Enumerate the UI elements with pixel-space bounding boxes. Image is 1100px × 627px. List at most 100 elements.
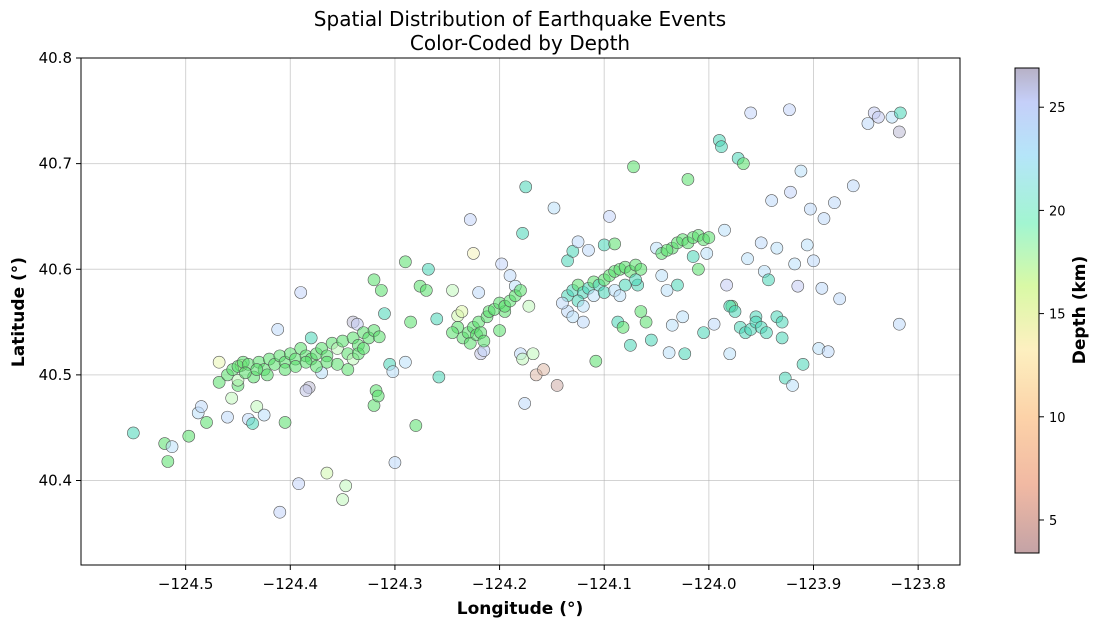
x-tick-label: −124.2 [472, 575, 528, 593]
data-point [718, 223, 731, 237]
data-point [320, 355, 334, 369]
chart-title-line1: Spatial Distribution of Earthquake Event… [314, 7, 726, 31]
data-point [294, 286, 308, 299]
data-point [278, 416, 292, 429]
data-point [603, 210, 616, 223]
data-point [495, 257, 508, 271]
data-point [796, 358, 810, 371]
grid-lines [81, 57, 960, 565]
data-point [514, 284, 527, 297]
data-point [697, 326, 710, 339]
data-point [299, 384, 313, 398]
data-point [700, 247, 714, 260]
data-point [762, 273, 775, 287]
data-point [741, 252, 754, 265]
data-point [246, 417, 259, 430]
data-point [893, 317, 906, 331]
data-point [678, 347, 692, 361]
data-point [597, 286, 611, 299]
data-point [225, 391, 238, 405]
data-point [212, 355, 226, 369]
data-point [556, 296, 569, 310]
data-point [409, 419, 423, 432]
data-point [331, 358, 344, 371]
data-point [467, 247, 480, 260]
x-tick-label: −123.9 [786, 575, 842, 593]
data-point [582, 243, 595, 257]
data-point [516, 352, 529, 366]
data-point [616, 321, 630, 334]
y-tick-label: 40.6 [39, 260, 72, 278]
colorbar-tick-label: 5 [1049, 514, 1057, 529]
data-point [587, 289, 601, 302]
data-point [550, 379, 564, 392]
data-point [195, 400, 208, 413]
data-point [537, 363, 550, 376]
data-point [273, 505, 287, 519]
data-point [702, 231, 716, 244]
colorbar-tick-label: 25 [1049, 101, 1066, 116]
data-point [463, 336, 477, 350]
data-point [127, 426, 140, 440]
data-point [618, 278, 632, 292]
data-point [784, 185, 797, 199]
data-point [571, 235, 585, 249]
data-point [815, 281, 829, 295]
data-point [629, 273, 642, 287]
data-point [260, 368, 274, 382]
data-point [576, 315, 590, 329]
data-point [775, 315, 789, 329]
data-point [371, 389, 385, 403]
data-point [655, 269, 669, 282]
data-point [339, 479, 353, 493]
data-point [399, 355, 412, 369]
data-point [788, 257, 801, 271]
data-point [477, 334, 491, 348]
data-point [518, 397, 531, 410]
data-point [357, 342, 370, 355]
y-tick-label: 40.4 [39, 472, 72, 490]
data-point [786, 379, 799, 392]
colorbar [1014, 67, 1040, 554]
data-point [430, 312, 444, 326]
data-point [341, 363, 355, 376]
data-point [463, 213, 477, 226]
data-point [446, 326, 459, 339]
data-point [455, 305, 469, 318]
data-point [817, 212, 831, 225]
data-point [432, 370, 446, 384]
data-point [367, 273, 381, 287]
data-point [165, 440, 179, 454]
data-point [828, 196, 841, 210]
data-point [399, 255, 412, 269]
colorbar-ticks: 5 10 15 20 25 [1039, 101, 1066, 529]
data-point [681, 173, 695, 186]
x-axis-label: Longitude (°) [457, 599, 584, 619]
y-axis-ticks: 40.4 40.5 40.6 40.7 40.8 [39, 49, 81, 490]
x-tick-label: −123.8 [890, 575, 946, 593]
plot-frame [80, 57, 961, 566]
data-point [278, 363, 292, 376]
data-point [386, 365, 400, 379]
data-point [336, 493, 349, 506]
data-point [336, 334, 349, 348]
data-point [794, 164, 808, 178]
x-tick-label: −124.5 [158, 575, 214, 593]
data-point [665, 318, 679, 332]
data-point [770, 241, 784, 255]
data-point [720, 278, 733, 292]
data-point [737, 157, 750, 170]
data-point [660, 243, 674, 257]
data-point [238, 366, 252, 380]
data-point [807, 254, 820, 268]
data-point [375, 284, 388, 297]
colorbar-label: Depth (km) [1070, 256, 1090, 365]
data-point [526, 347, 540, 361]
x-axis-ticks: −124.5 −124.4 −124.3 −124.2 −124.1 −124.0 −123… [158, 565, 946, 593]
data-point [634, 305, 648, 318]
data-point [639, 315, 653, 329]
data-point [872, 110, 885, 124]
data-point [833, 292, 846, 306]
data-point [372, 330, 386, 344]
